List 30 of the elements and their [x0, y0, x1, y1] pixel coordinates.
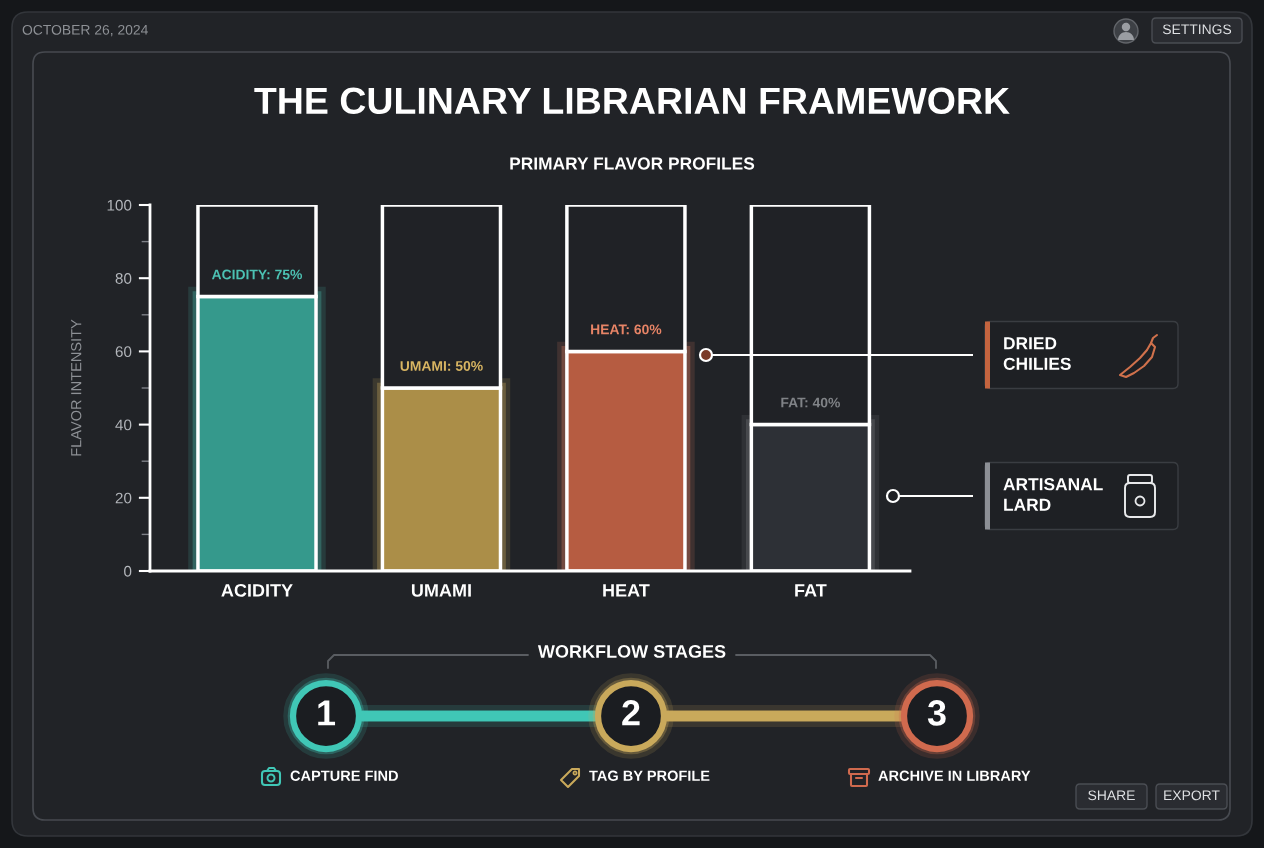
text: SETTINGS — [1162, 24, 1232, 35]
text: ARTISANAL LARD — [1003, 478, 1103, 511]
text: WORKFLOW STAGES — [537, 645, 726, 658]
y-tick-label: 0 — [124, 565, 132, 577]
text: ARCHIVE IN LIBRARY — [878, 770, 1031, 781]
data-label: UMAMI: 50% — [400, 361, 483, 371]
y-axis-title: FLAVOR INTENSITY — [71, 319, 82, 456]
text: CAPTURE FIND — [290, 770, 398, 781]
text: 1 — [318, 700, 336, 726]
data-label: FAT: 40% — [781, 397, 840, 408]
y-tick-label: 40 — [115, 419, 132, 431]
y-tick-label: 20 — [115, 492, 132, 504]
text: OCTOBER 26, 2024 — [22, 24, 148, 37]
text: 3 — [927, 700, 946, 726]
y-tick-label: 100 — [107, 199, 132, 211]
text: TAG BY PROFILE — [589, 770, 710, 781]
text: EXPORT — [1164, 790, 1220, 801]
text: SHARE — [1088, 790, 1135, 801]
data-label: ACIDITY: 75% — [211, 269, 303, 280]
x-tick-label: ACIDITY — [221, 583, 293, 597]
y-tick-label: 60 — [115, 346, 132, 358]
text: 2 — [622, 700, 640, 726]
x-tick-label: UMAMI — [411, 584, 471, 597]
data-label: HEAT: 60% — [591, 324, 662, 335]
chart-subtitle: PRIMARY FLAVOR PROFILES — [510, 157, 755, 170]
x-tick-label: FAT — [795, 584, 827, 597]
text: DRIED CHILIES — [1003, 337, 1071, 370]
y-tick-label: 80 — [115, 273, 132, 284]
x-tick-label: HEAT — [603, 584, 650, 597]
chart-title: THE CULINARY LIBRARIAN FRAMEWORK — [254, 87, 1010, 115]
